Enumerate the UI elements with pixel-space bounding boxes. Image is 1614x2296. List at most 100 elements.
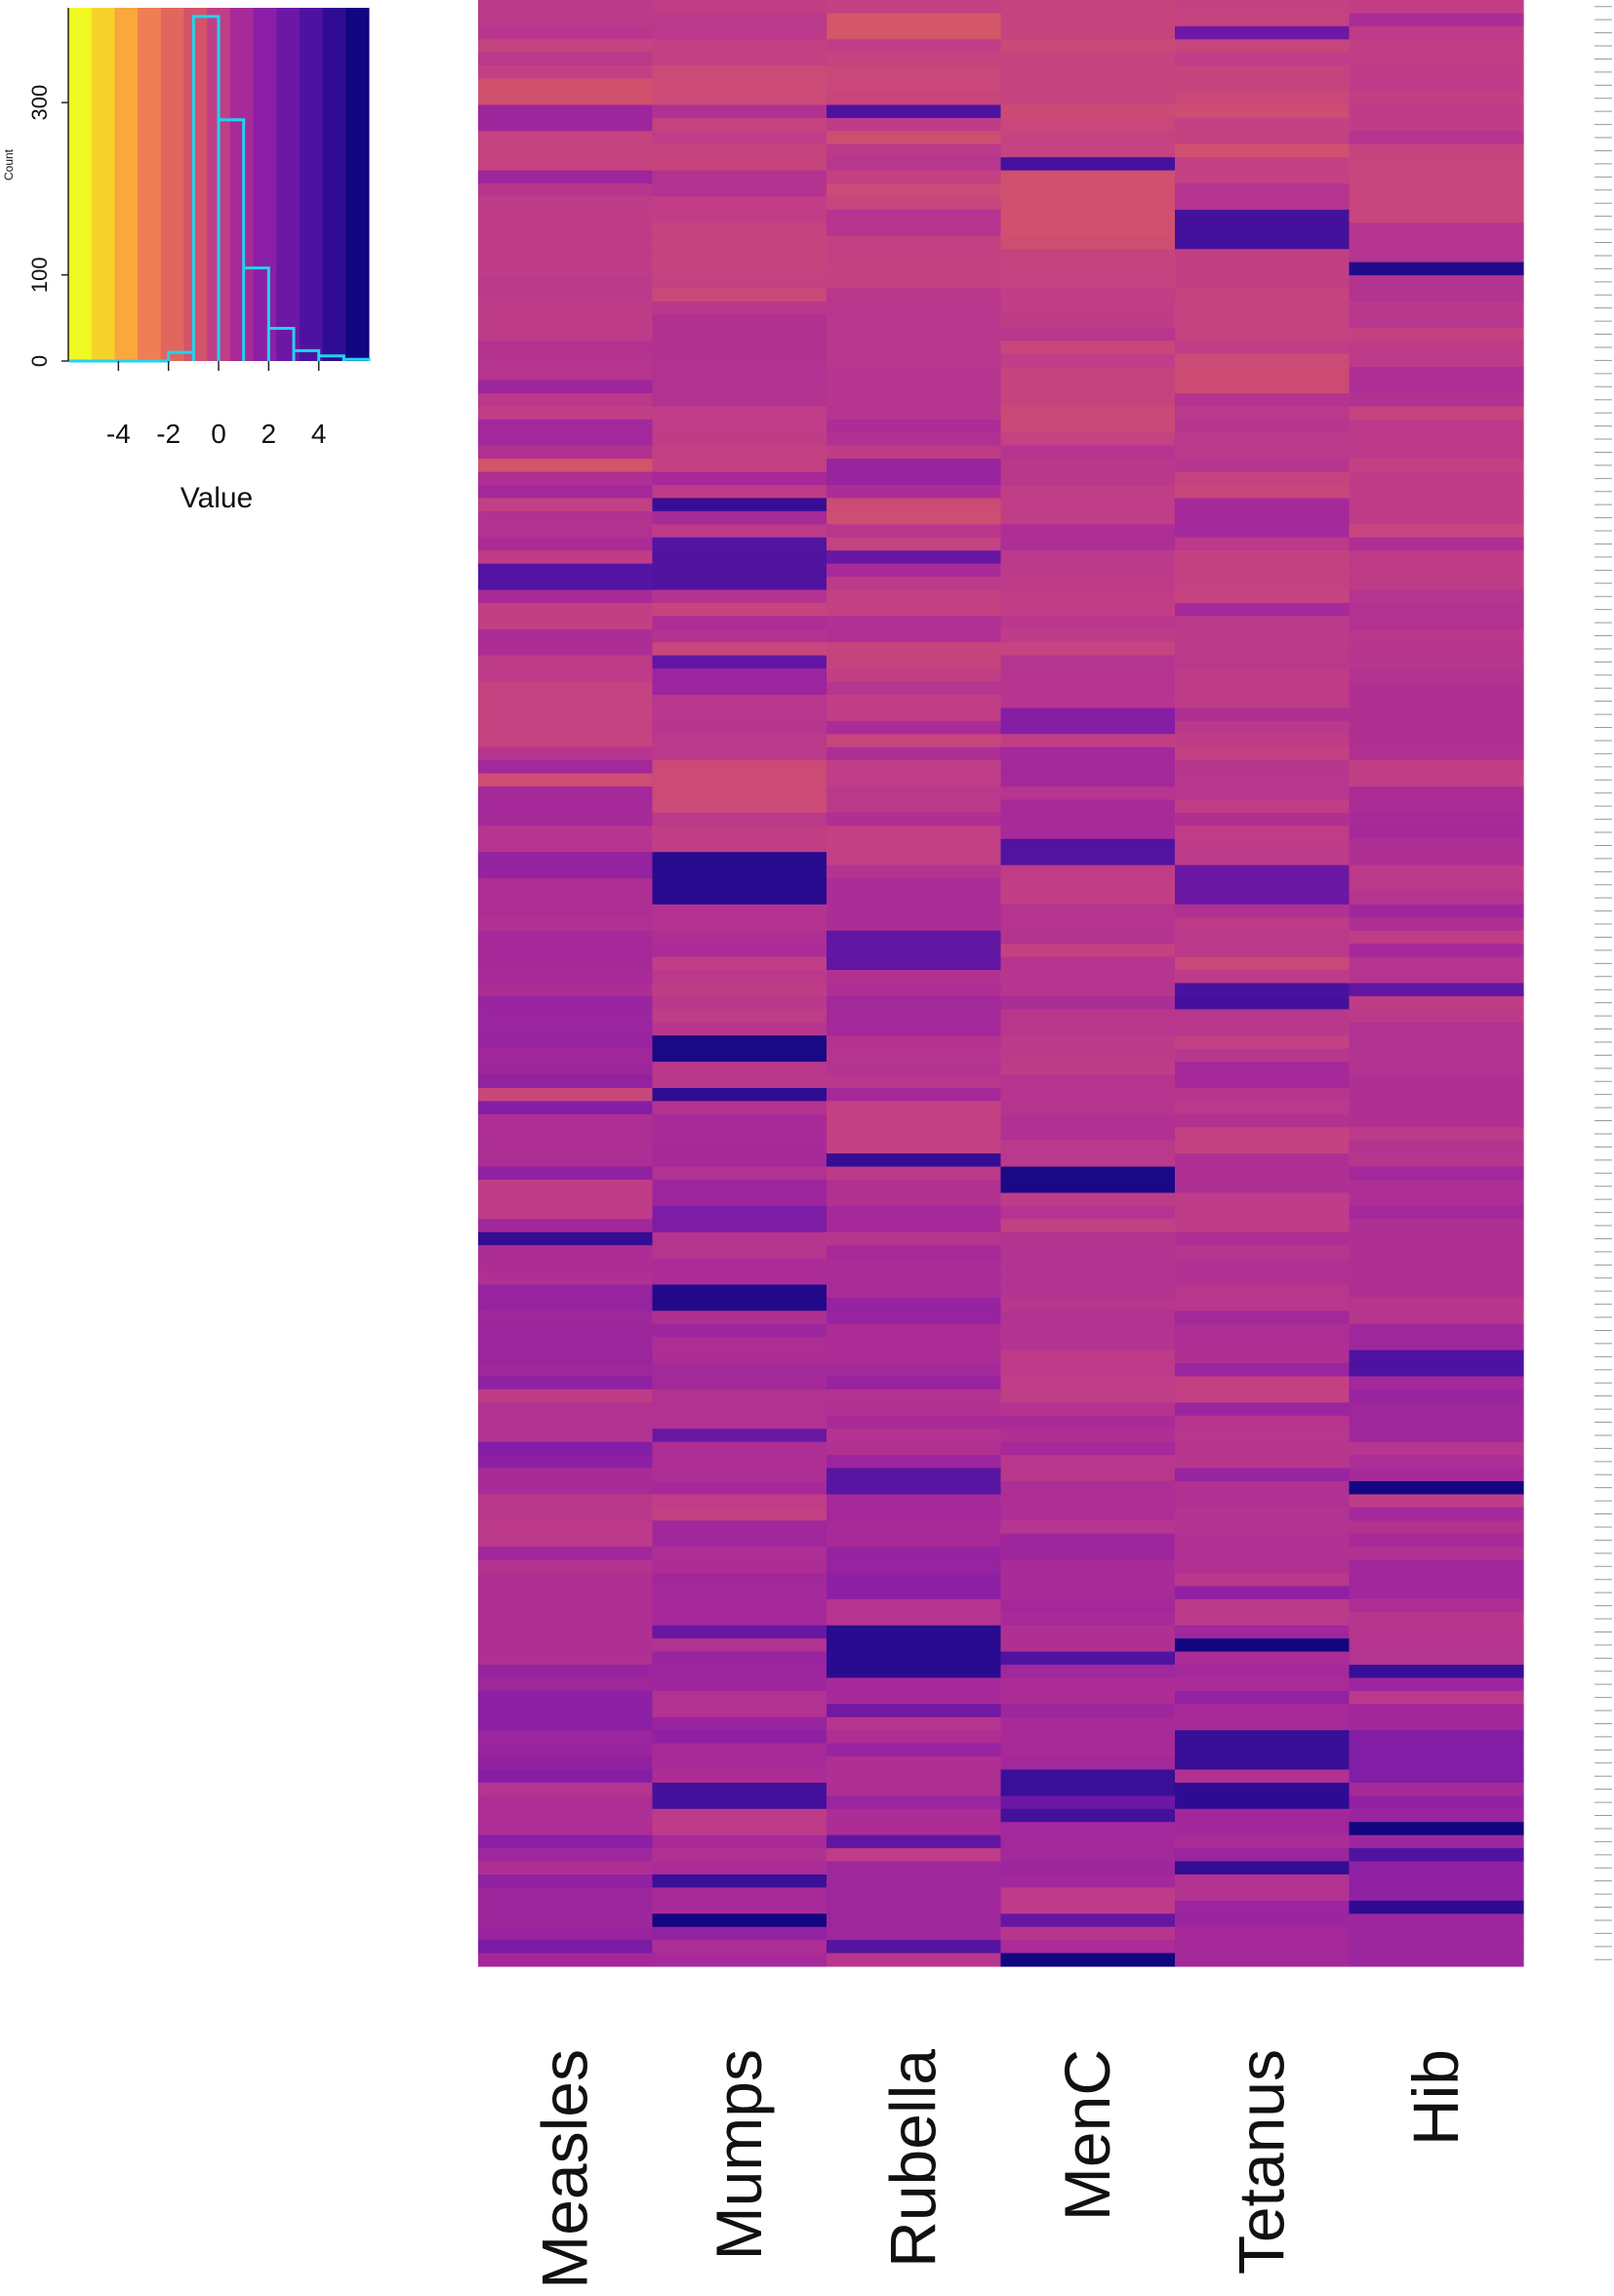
heatmap-cell	[1000, 498, 1176, 512]
heatmap-cell	[478, 301, 654, 315]
heatmap-cell	[478, 1822, 654, 1836]
heatmap-cell	[1175, 668, 1351, 683]
heatmap-cell	[652, 917, 827, 932]
heatmap-cell	[652, 970, 827, 985]
heatmap-cell	[1175, 1245, 1351, 1260]
heatmap-cell	[827, 471, 1002, 486]
heatmap-cell	[652, 143, 827, 158]
heatmap-cell	[1000, 196, 1176, 211]
heatmap-cell	[1000, 1547, 1176, 1561]
heatmap-cell	[1000, 1284, 1176, 1299]
heatmap-cell	[827, 1598, 1002, 1613]
heatmap-cell	[478, 1716, 654, 1731]
heatmap-cell	[1000, 1586, 1176, 1600]
heatmap-cell	[827, 1795, 1002, 1810]
heatmap-cell	[1349, 1245, 1524, 1260]
heatmap-cell	[1175, 616, 1351, 630]
heatmap-cell	[1000, 1559, 1176, 1574]
heatmap-cell	[478, 1180, 654, 1194]
heatmap-cell	[827, 327, 1002, 342]
heatmap-cell	[478, 406, 654, 421]
heatmap-cell	[1000, 1245, 1176, 1260]
heatmap-cell	[652, 1192, 827, 1207]
color-key-band	[253, 8, 277, 361]
heatmap-cell	[478, 39, 654, 54]
heatmap-cell	[652, 1455, 827, 1470]
heatmap-cell	[1175, 734, 1351, 748]
heatmap-cell	[1000, 970, 1176, 985]
heatmap-cell	[478, 445, 654, 460]
heatmap-cell	[478, 799, 654, 814]
heatmap-cell	[1000, 668, 1176, 683]
heatmap-cell	[827, 1140, 1002, 1154]
heatmap-cell	[827, 367, 1002, 382]
heatmap-cell	[1000, 1494, 1176, 1509]
heatmap-cell	[478, 1101, 654, 1115]
heatmap-cell	[1349, 157, 1524, 172]
heatmap-cell	[478, 471, 654, 486]
heatmap-cell	[827, 104, 1002, 119]
heatmap-cell	[1000, 143, 1176, 158]
heatmap-cell	[827, 1349, 1002, 1364]
heatmap-cell	[1175, 301, 1351, 315]
heatmap-cell	[1175, 760, 1351, 775]
heatmap-cell	[1349, 1822, 1524, 1836]
heatmap-cell	[1175, 0, 1351, 15]
heatmap-cell	[1000, 1730, 1176, 1745]
heatmap-cell	[478, 917, 654, 932]
heatmap-cell	[652, 1009, 827, 1024]
heatmap-cell	[1175, 498, 1351, 512]
heatmap-cell	[1000, 550, 1176, 565]
heatmap-cell	[478, 524, 654, 539]
heatmap-cell	[652, 694, 827, 708]
heatmap-cell	[652, 616, 827, 630]
heatmap-cell	[1000, 602, 1176, 617]
heatmap-cell	[1175, 1533, 1351, 1548]
heatmap-cell	[478, 1900, 654, 1914]
heatmap-cell	[1000, 904, 1176, 918]
heatmap-cell	[827, 143, 1002, 158]
heatmap-cell	[1349, 406, 1524, 421]
heatmap-cell	[1175, 1756, 1351, 1771]
heatmap-cell	[1175, 275, 1351, 290]
heatmap-cell	[827, 1677, 1002, 1692]
heatmap-cell	[1000, 25, 1176, 40]
heatmap-cell	[827, 563, 1002, 578]
heatmap-cell	[478, 1756, 654, 1771]
heatmap-cell	[1000, 1337, 1176, 1351]
heatmap-cell	[478, 1337, 654, 1351]
heatmap-cell	[1000, 1743, 1176, 1757]
heatmap-cell	[1349, 707, 1524, 722]
heatmap-cell	[478, 1625, 654, 1639]
heatmap-cell	[827, 1547, 1002, 1561]
heatmap-cell	[1175, 65, 1351, 80]
heatmap-cell	[827, 1612, 1002, 1627]
heatmap-cell	[652, 1665, 827, 1679]
heatmap-cell	[1349, 1048, 1524, 1063]
heatmap-cell	[1175, 406, 1351, 421]
heatmap-cell	[478, 222, 654, 237]
heatmap-cell	[827, 1507, 1002, 1521]
heatmap-cell	[478, 1848, 654, 1863]
heatmap-cell	[478, 694, 654, 708]
heatmap-cell	[478, 1271, 654, 1286]
color-key-band	[299, 8, 324, 361]
heatmap-cell	[652, 1926, 827, 1941]
heatmap-cell	[652, 1062, 827, 1076]
heatmap-cell	[1000, 1166, 1176, 1181]
heatmap-cell	[478, 117, 654, 132]
heatmap-cell	[1349, 1389, 1524, 1403]
heatmap-cell	[652, 1284, 827, 1299]
heatmap-cell	[827, 1520, 1002, 1535]
heatmap-cell	[1175, 1297, 1351, 1311]
heatmap-cell	[827, 275, 1002, 290]
heatmap-cell	[478, 1205, 654, 1220]
heatmap-cell	[652, 1022, 827, 1036]
heatmap-cell	[1175, 1441, 1351, 1456]
heatmap-cell	[1175, 117, 1351, 132]
heatmap-cell	[1349, 1834, 1524, 1849]
heatmap-cell	[652, 353, 827, 368]
heatmap-cell	[827, 419, 1002, 433]
heatmap-cell	[1349, 1743, 1524, 1757]
